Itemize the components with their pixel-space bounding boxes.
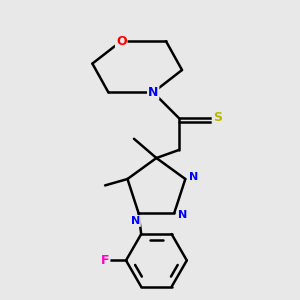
Text: N: N bbox=[131, 216, 140, 226]
Text: O: O bbox=[116, 35, 127, 48]
Text: S: S bbox=[213, 112, 222, 124]
Text: N: N bbox=[178, 210, 187, 220]
Text: F: F bbox=[101, 254, 110, 267]
Text: N: N bbox=[148, 86, 158, 99]
Text: N: N bbox=[189, 172, 198, 182]
